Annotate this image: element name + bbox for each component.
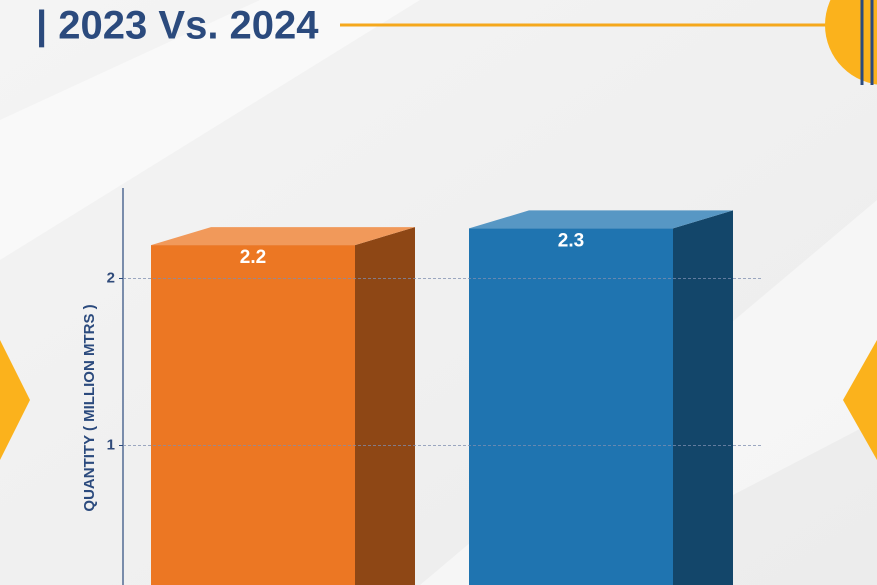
value-label: 2.2	[240, 247, 266, 268]
bar-top	[151, 227, 415, 246]
side-decoration	[843, 340, 877, 460]
plot	[151, 210, 733, 585]
background-shape	[0, 0, 420, 260]
bar-top	[469, 210, 733, 229]
value-label: 2.3	[558, 230, 584, 251]
side-decoration	[0, 340, 30, 460]
bar	[151, 245, 355, 585]
y-tick-label: 1	[107, 436, 115, 453]
corner-decoration	[825, 0, 877, 85]
bar-side	[673, 210, 733, 585]
chart-title: | 2023 Vs. 2024	[36, 4, 319, 48]
y-axis-label: QUANTITY ( MILLION MTRS )	[81, 304, 98, 511]
bar-side	[355, 227, 415, 585]
y-tick-label: 2	[107, 269, 115, 286]
bar	[469, 228, 673, 585]
